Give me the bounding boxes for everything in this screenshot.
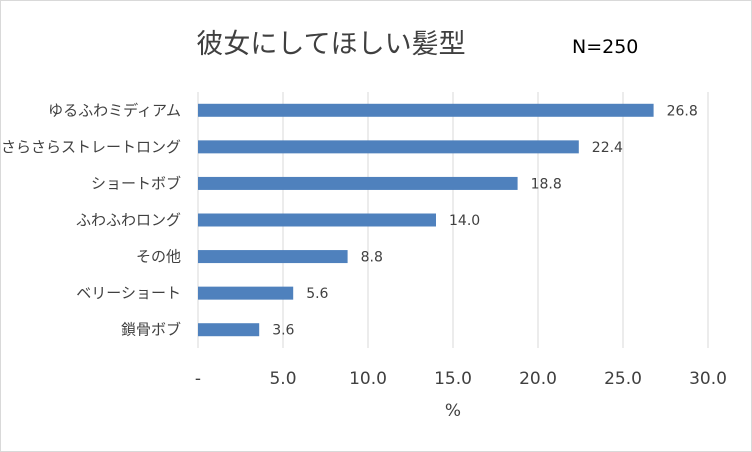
bar xyxy=(198,250,348,264)
chart-title-container: 彼女にしてほしい髪型 xyxy=(0,22,752,61)
x-tick-label: 10.0 xyxy=(349,369,387,389)
bar xyxy=(198,176,518,190)
category-label: ゆるふわミディアム xyxy=(48,101,181,119)
data-label: 22.4 xyxy=(592,140,623,156)
data-label: 26.8 xyxy=(667,103,698,119)
category-label: ベリーショート xyxy=(76,284,181,302)
x-tick-label: 25.0 xyxy=(604,369,642,389)
x-tick-label: 5.0 xyxy=(269,369,296,389)
bar xyxy=(198,140,579,154)
data-label: 18.8 xyxy=(531,176,562,192)
x-axis-title: % xyxy=(445,401,461,421)
x-tick-label: 30.0 xyxy=(689,369,727,389)
data-label: 5.6 xyxy=(306,286,328,302)
category-label: さらさらストレートロング xyxy=(1,138,181,156)
category-label: 鎖骨ボブ xyxy=(121,321,181,339)
x-tick-label: - xyxy=(195,369,201,389)
bar xyxy=(198,323,260,337)
category-label: ショートボブ xyxy=(91,174,181,192)
category-label: その他 xyxy=(136,248,181,266)
chart-title: 彼女にしてほしい髪型 xyxy=(196,29,466,60)
bar xyxy=(198,213,436,227)
sample-size-label: N=250 xyxy=(572,36,639,58)
data-label: 8.8 xyxy=(361,250,383,266)
data-label: 14.0 xyxy=(449,213,480,229)
x-tick-label: 20.0 xyxy=(519,369,557,389)
bar xyxy=(198,286,294,300)
category-label: ふわふわロング xyxy=(76,211,181,229)
data-label: 3.6 xyxy=(272,323,294,339)
x-tick-label: 15.0 xyxy=(434,369,472,389)
bar xyxy=(198,103,654,117)
